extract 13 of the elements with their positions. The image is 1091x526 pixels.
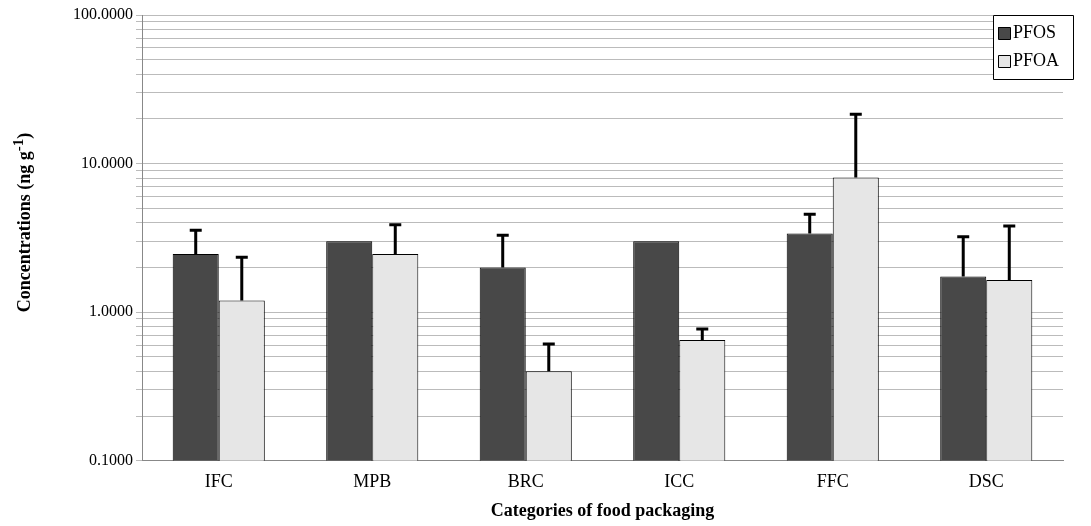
y-tick-label: 0.1000	[89, 451, 133, 468]
x-tick-label: FFC	[816, 471, 849, 492]
x-axis-title: Categories of food packaging	[490, 499, 715, 520]
y-tick-label: 100.0000	[73, 5, 133, 23]
legend-label: PFOA	[1013, 49, 1060, 70]
x-tick-label: BRC	[507, 471, 544, 492]
x-tick-label: MPB	[353, 471, 392, 492]
x-tick-label: IFC	[204, 471, 233, 492]
y-tick-label: 10.0000	[81, 153, 133, 171]
x-tick-label: DSC	[968, 471, 1004, 492]
x-tick-label: ICC	[664, 471, 695, 492]
legend-label: PFOS	[1013, 21, 1057, 42]
y-tick-label: 1.0000	[89, 302, 133, 320]
